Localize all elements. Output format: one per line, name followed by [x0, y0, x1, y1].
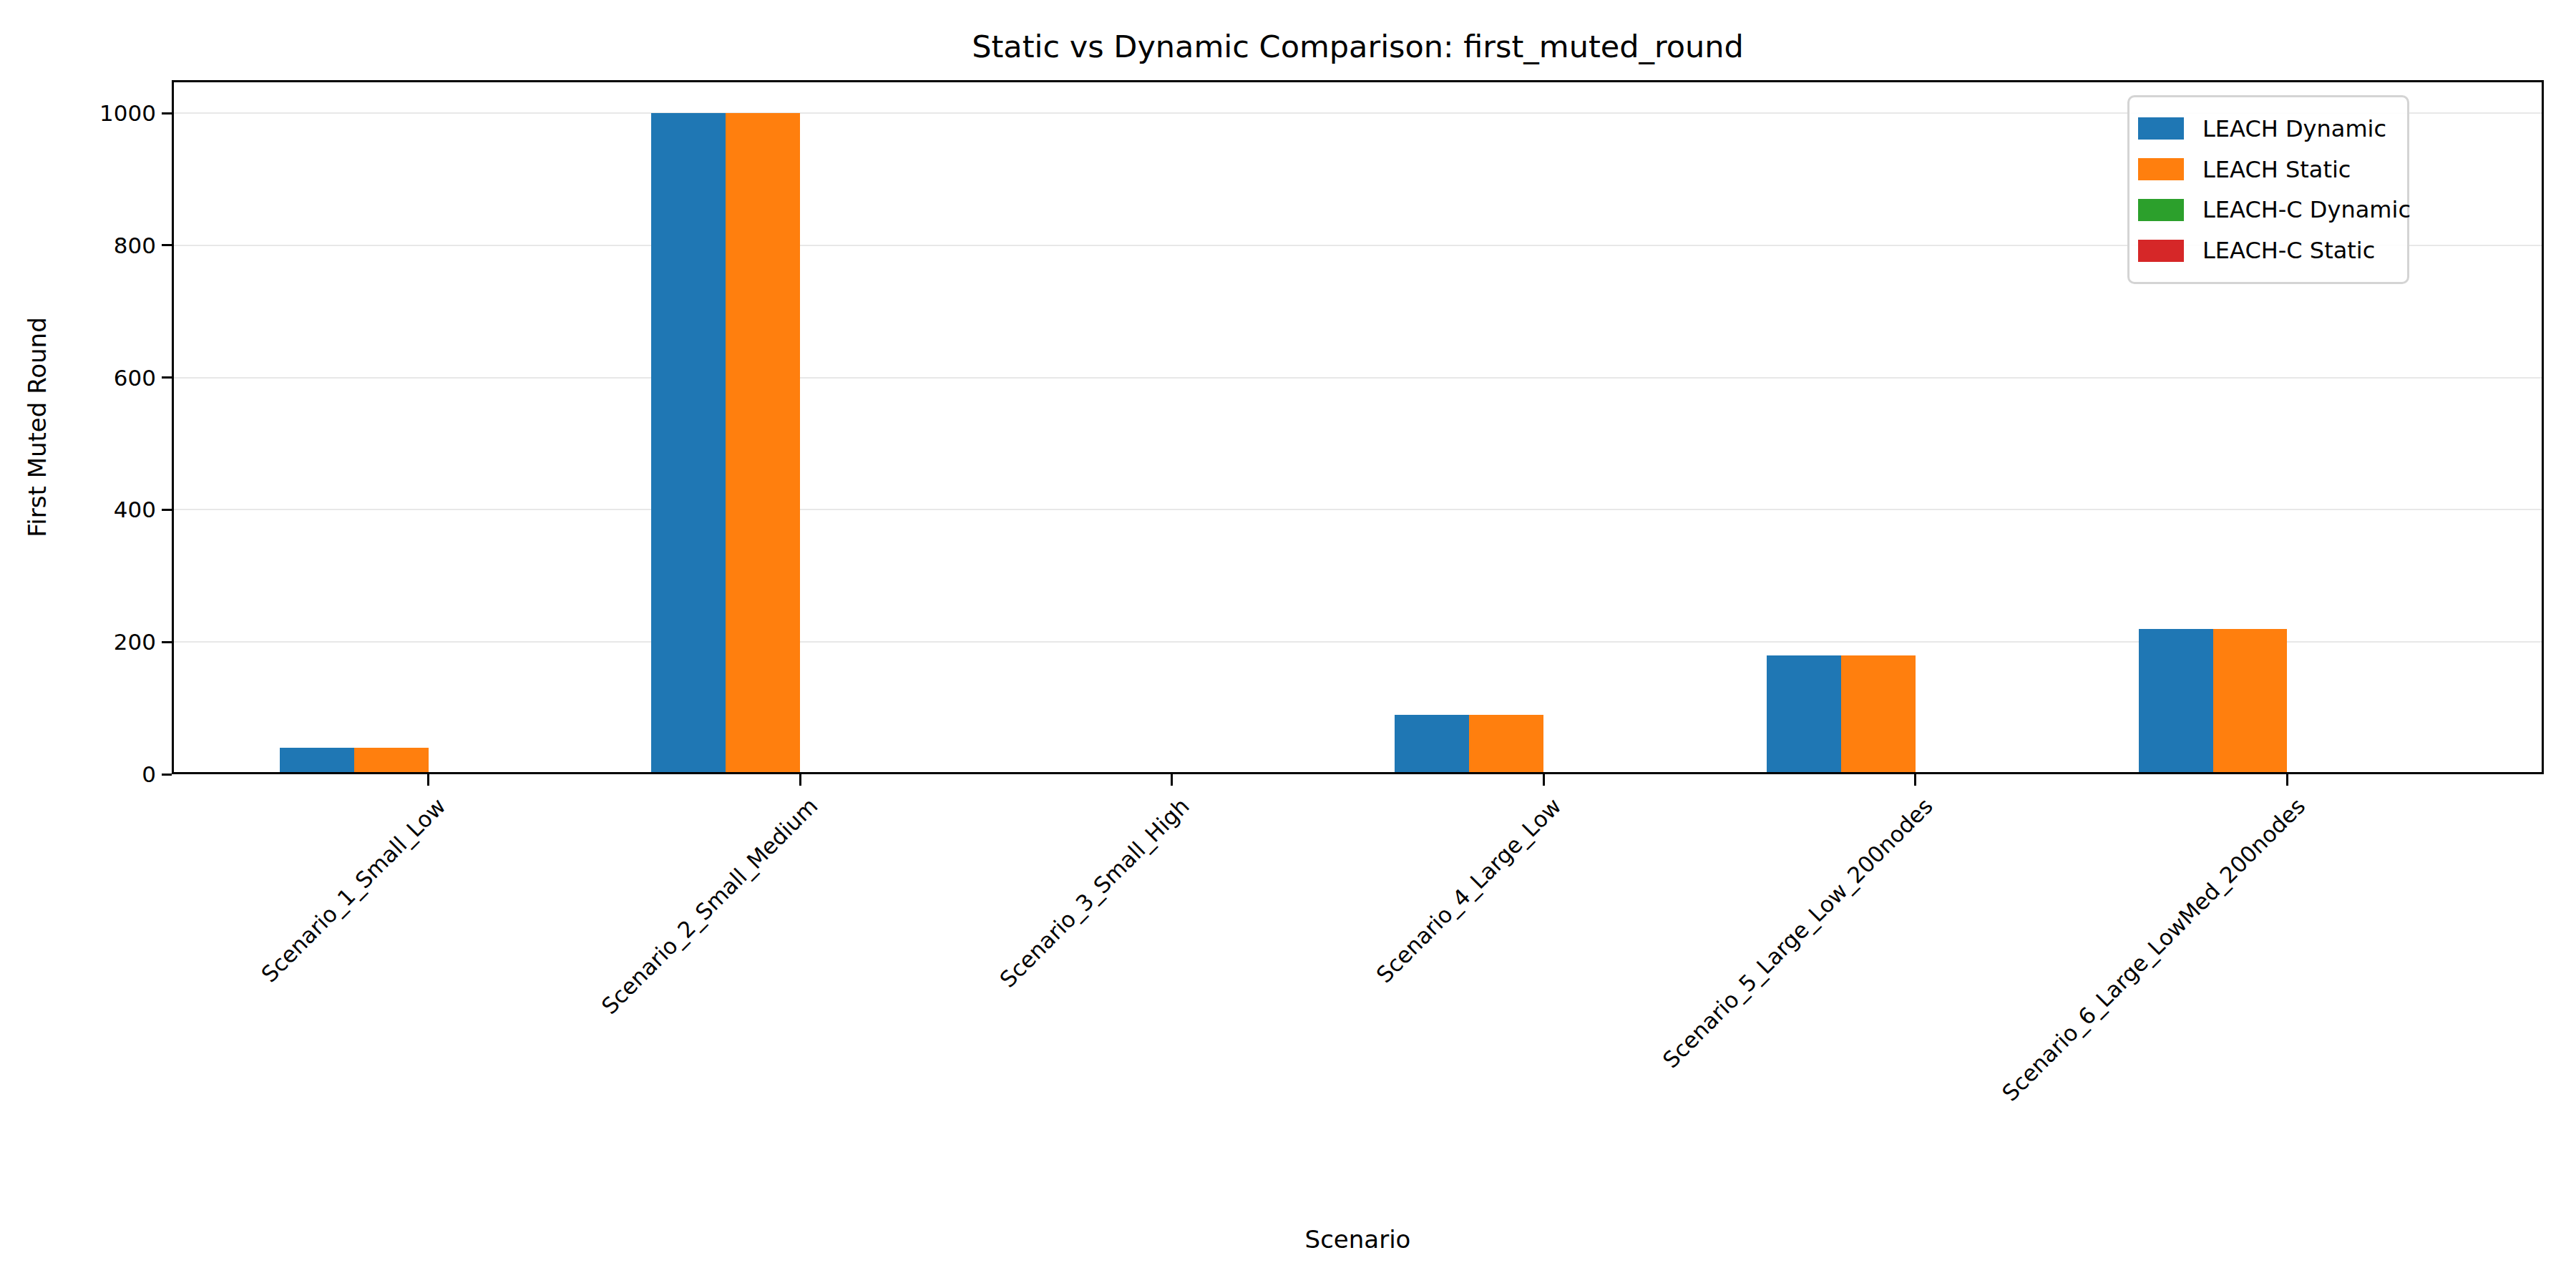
legend-swatch-icon — [2138, 117, 2184, 140]
x-tick-6 — [2286, 774, 2288, 786]
y-tick-label-200: 200 — [0, 630, 156, 654]
y-tick-800 — [162, 244, 172, 246]
y-tick-label-600: 600 — [0, 366, 156, 390]
x-tick-label-6: Scenario_6_Large_LowMed_200nodes — [1996, 793, 2310, 1106]
y-tick-200 — [162, 641, 172, 643]
y-tick-1000 — [162, 112, 172, 114]
figure: Static vs Dynamic Comparison: first_mute… — [0, 0, 2576, 1288]
x-tick-2 — [799, 774, 801, 786]
y-tick-600 — [162, 376, 172, 379]
chart-title: Static vs Dynamic Comparison: first_mute… — [172, 29, 2544, 64]
legend-label: LEACH-C Static — [2202, 237, 2375, 264]
y-tick-0 — [162, 774, 172, 776]
x-tick-label-4: Scenario_4_Large_Low — [1371, 793, 1566, 987]
legend-entry-leach-c-dynamic: LEACH-C Dynamic — [2138, 196, 2399, 223]
x-tick-label-1: Scenario_1_Small_Low — [256, 793, 451, 987]
legend-entry-leach-c-static: LEACH-C Static — [2138, 237, 2399, 264]
x-tick-label-3: Scenario_3_Small_High — [995, 793, 1194, 992]
x-axis-label: Scenario — [172, 1225, 2544, 1254]
legend-entry-leach-static: LEACH Static — [2138, 156, 2399, 183]
x-tick-1 — [427, 774, 429, 786]
legend: LEACH Dynamic LEACH Static LEACH-C Dynamic… — [2127, 95, 2409, 284]
y-tick-label-800: 800 — [0, 233, 156, 258]
x-tick-5 — [1914, 774, 1916, 786]
legend-label: LEACH Static — [2202, 156, 2351, 183]
legend-swatch-icon — [2138, 158, 2184, 180]
legend-swatch-icon — [2138, 240, 2184, 262]
x-tick-label-5: Scenario_5_Large_Low_200nodes — [1658, 793, 1938, 1073]
x-tick-4 — [1543, 774, 1545, 786]
legend-label: LEACH Dynamic — [2202, 115, 2386, 142]
x-tick-label-2: Scenario_2_Small_Medium — [596, 793, 822, 1019]
y-tick-label-1000: 1000 — [0, 101, 156, 125]
y-tick-label-400: 400 — [0, 497, 156, 522]
legend-swatch-icon — [2138, 199, 2184, 221]
x-tick-3 — [1171, 774, 1173, 786]
y-tick-label-0: 0 — [0, 762, 156, 786]
y-tick-400 — [162, 509, 172, 511]
legend-entry-leach-dynamic: LEACH Dynamic — [2138, 115, 2399, 142]
legend-label: LEACH-C Dynamic — [2202, 196, 2411, 223]
